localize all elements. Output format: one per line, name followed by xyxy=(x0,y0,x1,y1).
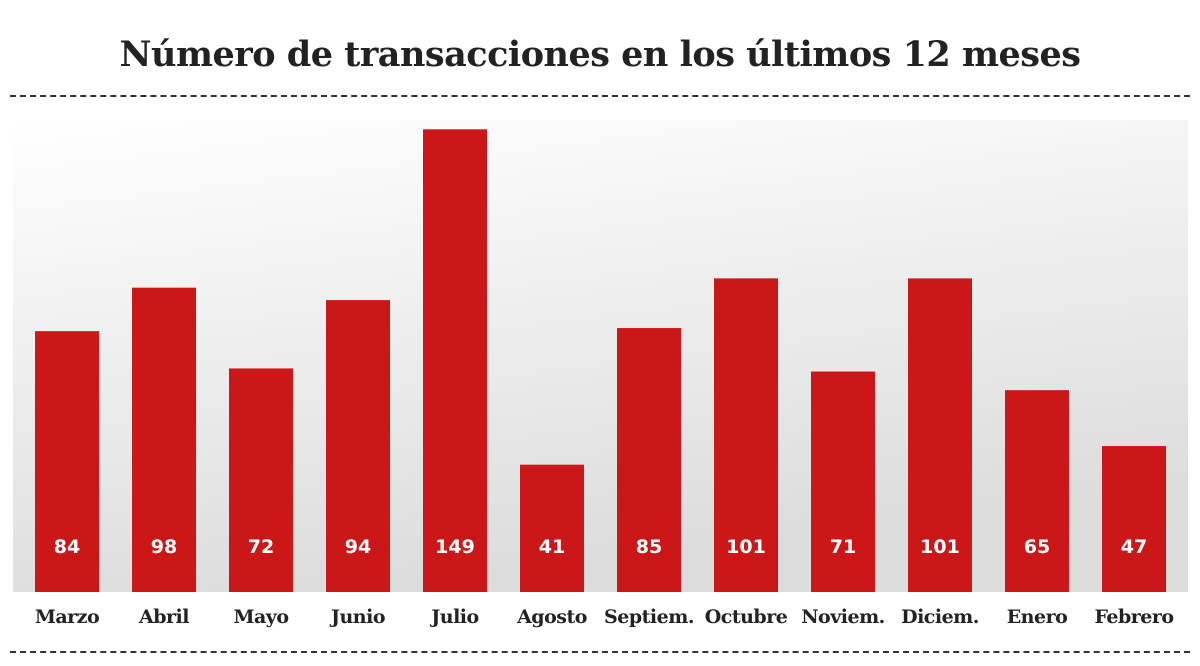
data-label: 94 xyxy=(345,536,371,558)
category-label: Abril xyxy=(138,606,189,628)
data-label: 101 xyxy=(726,536,766,558)
data-label: 98 xyxy=(151,536,177,558)
data-label: 65 xyxy=(1024,536,1050,558)
bar-julio xyxy=(423,129,487,592)
data-label: 71 xyxy=(830,536,856,558)
bar-enero xyxy=(1005,390,1069,592)
plot-area xyxy=(13,120,1188,592)
data-label: 47 xyxy=(1121,536,1147,558)
bar-marzo xyxy=(35,331,99,592)
category-label: Marzo xyxy=(35,606,99,628)
category-label: Septiem. xyxy=(604,606,694,628)
data-label: 101 xyxy=(920,536,960,558)
category-label: Febrero xyxy=(1094,606,1173,628)
chart-title: Número de transacciones en los últimos 1… xyxy=(119,34,1081,75)
bar-febrero xyxy=(1102,446,1166,592)
bar-mayo xyxy=(229,368,293,592)
data-label: 84 xyxy=(54,536,80,558)
data-label: 149 xyxy=(435,536,475,558)
category-label: Julio xyxy=(429,606,478,628)
category-label: Mayo xyxy=(233,606,288,628)
bar-diciem xyxy=(908,278,972,592)
bar-junio xyxy=(326,300,390,592)
title-divider xyxy=(10,95,1190,97)
category-label: Octubre xyxy=(705,606,788,628)
data-label: 41 xyxy=(539,536,565,558)
data-label: 72 xyxy=(248,536,274,558)
category-label: Junio xyxy=(329,606,385,628)
bar-septiem xyxy=(617,328,681,592)
bar-octubre xyxy=(714,278,778,592)
bar-abril xyxy=(132,287,196,592)
bottom-divider xyxy=(10,651,1190,653)
bar-noviem xyxy=(811,371,875,592)
category-label: Noviem. xyxy=(801,606,885,628)
category-label: Diciem. xyxy=(901,606,979,628)
bar-agosto xyxy=(520,464,584,592)
data-label: 85 xyxy=(636,536,662,558)
category-label: Enero xyxy=(1007,606,1068,628)
category-label: Agosto xyxy=(516,606,587,628)
